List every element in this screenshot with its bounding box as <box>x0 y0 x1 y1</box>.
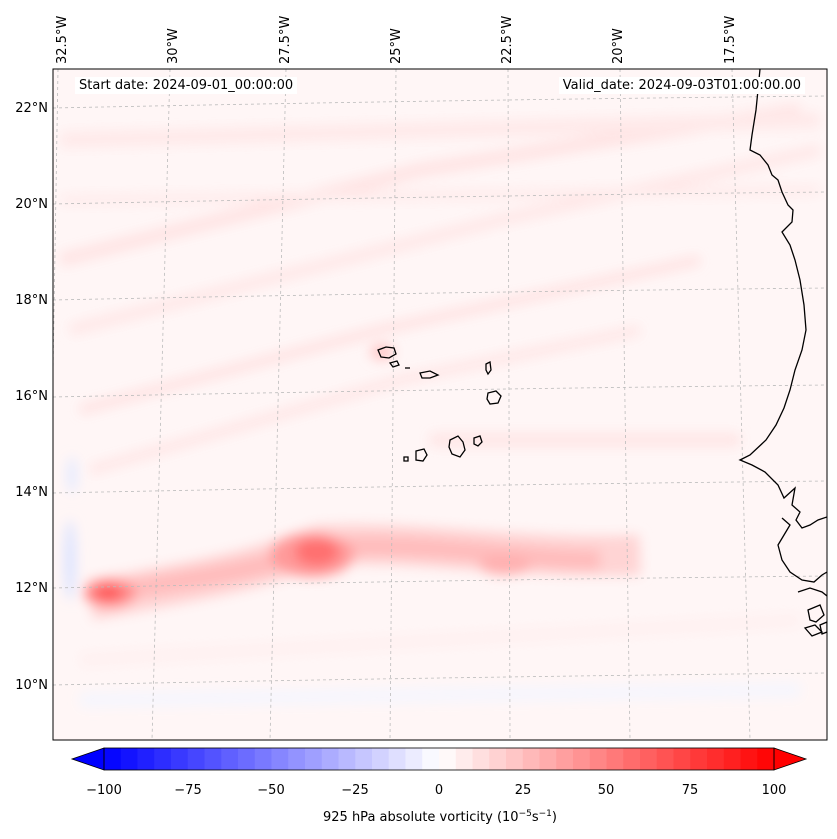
colorbar-label: 925 hPa absolute vorticity (10−5s−1) <box>323 809 557 825</box>
lon-label: 20°W <box>611 28 626 64</box>
lat-label: 18°N <box>15 293 48 308</box>
colorbar-band <box>238 748 256 770</box>
colorbar-band <box>640 748 658 770</box>
colorbar-band <box>539 748 557 770</box>
colorbar-band <box>556 748 574 770</box>
colorbar-band <box>690 748 708 770</box>
colorbar-band <box>623 748 641 770</box>
colorbar-band <box>254 748 272 770</box>
lon-label: 32.5°W <box>55 16 70 64</box>
lon-label: 17.5°W <box>723 16 738 64</box>
colorbar-band <box>154 748 172 770</box>
colorbar-band <box>288 748 306 770</box>
colorbar-tick-label: 25 <box>515 783 532 798</box>
colorbar-band <box>204 748 222 770</box>
colorbar-band <box>673 748 691 770</box>
longitude-labels: 32.5°W 30°W 27.5°W 25°W 22.5°W 20°W 17.5… <box>55 16 738 64</box>
colorbar-band <box>422 748 440 770</box>
colorbar-band <box>187 748 205 770</box>
lat-label: 16°N <box>15 389 48 404</box>
colorbar-band <box>757 748 775 770</box>
colorbar-bands <box>104 748 775 770</box>
lat-label: 12°N <box>15 581 48 596</box>
cabo-verde-islands <box>377 346 502 462</box>
colorbar-band <box>455 748 473 770</box>
colorbar-band <box>656 748 674 770</box>
lon-label: 30°W <box>166 28 181 64</box>
african-coastline <box>738 69 827 637</box>
colorbar-band <box>388 748 406 770</box>
colorbar-band <box>120 748 138 770</box>
colorbar-band <box>573 748 591 770</box>
colorbar-tick-label: 50 <box>598 783 615 798</box>
colorbar-extend-low <box>70 747 105 771</box>
colorbar-band <box>271 748 289 770</box>
colorbar-band <box>472 748 490 770</box>
lat-label: 20°N <box>15 197 48 212</box>
colorbar-band <box>522 748 540 770</box>
colorbar-band <box>321 748 339 770</box>
colorbar-band <box>506 748 524 770</box>
colorbar-tick-label: 0 <box>435 783 443 798</box>
colorbar-tick-label: 100 <box>762 783 787 798</box>
colorbar-band <box>405 748 423 770</box>
colorbar-band <box>171 748 189 770</box>
lon-label: 25°W <box>389 28 404 64</box>
colorbar-extend-high <box>773 747 808 771</box>
lon-label: 27.5°W <box>278 16 293 64</box>
vorticity-field <box>53 69 827 740</box>
lat-label: 10°N <box>15 678 48 693</box>
colorbar-tick-label: 75 <box>682 783 699 798</box>
colorbar-outline <box>103 747 775 771</box>
colorbar-tick-label: −75 <box>174 783 201 798</box>
colorbar-band <box>221 748 239 770</box>
latitude-labels: 22°N 20°N 18°N 16°N 14°N 12°N 10°N <box>15 101 48 693</box>
start-date-label: Start date: 2024-09-01_00:00:00 <box>75 77 298 94</box>
graticule <box>53 69 827 740</box>
colorbar-band <box>104 748 122 770</box>
colorbar-band <box>137 748 155 770</box>
colorbar-tick-label: −25 <box>341 783 368 798</box>
colorbar-band <box>305 748 323 770</box>
colorbar-ticks: −100 −75 −50 −25 0 25 50 75 100 <box>86 783 786 798</box>
colorbar-tick-label: −50 <box>257 783 284 798</box>
lat-label: 22°N <box>15 101 48 116</box>
colorbar-band <box>355 748 373 770</box>
colorbar-band <box>606 748 624 770</box>
colorbar-band <box>338 748 356 770</box>
lon-label: 22.5°W <box>500 16 515 64</box>
map-frame <box>52 68 828 741</box>
colorbar-band <box>372 748 390 770</box>
colorbar-tick-label: −100 <box>86 783 122 798</box>
colorbar-band <box>589 748 607 770</box>
colorbar-band <box>707 748 725 770</box>
colorbar-band <box>439 748 457 770</box>
valid-date-label: Valid_date: 2024-09-03T01:00:00.00 <box>558 77 805 94</box>
colorbar-band <box>489 748 507 770</box>
colorbar-band <box>723 748 741 770</box>
colorbar: −100 −75 −50 −25 0 25 50 75 100 925 hPa … <box>70 747 808 825</box>
colorbar-band <box>740 748 758 770</box>
lat-label: 14°N <box>15 485 48 500</box>
